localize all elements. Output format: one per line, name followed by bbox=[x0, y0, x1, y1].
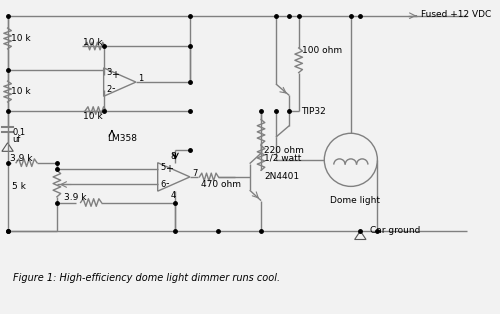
Text: 7: 7 bbox=[192, 169, 197, 178]
Text: LM358: LM358 bbox=[107, 134, 137, 143]
Text: 100 ohm: 100 ohm bbox=[302, 46, 342, 55]
Text: TIP32: TIP32 bbox=[300, 107, 326, 116]
Text: 2N4401: 2N4401 bbox=[264, 172, 299, 181]
Text: 470 ohm: 470 ohm bbox=[202, 180, 241, 189]
Text: 10 k: 10 k bbox=[84, 112, 103, 122]
Text: 3.9 k: 3.9 k bbox=[10, 154, 33, 163]
Text: 4: 4 bbox=[170, 191, 176, 200]
Text: Figure 1: High-efficiency dome light dimmer runs cool.: Figure 1: High-efficiency dome light dim… bbox=[14, 273, 280, 283]
Text: 2: 2 bbox=[106, 85, 112, 94]
Text: 10 k: 10 k bbox=[84, 37, 103, 46]
Text: Car ground: Car ground bbox=[370, 225, 420, 235]
Text: 10 k: 10 k bbox=[12, 87, 31, 96]
Text: -: - bbox=[166, 178, 169, 187]
Text: 0.1: 0.1 bbox=[12, 127, 26, 137]
Text: 8: 8 bbox=[170, 152, 176, 160]
Text: Fused +12 VDC: Fused +12 VDC bbox=[421, 10, 492, 19]
Text: 1: 1 bbox=[138, 74, 143, 83]
Text: uf: uf bbox=[12, 135, 20, 144]
Text: Dome light: Dome light bbox=[330, 196, 380, 205]
Text: -: - bbox=[111, 83, 114, 93]
Text: +: + bbox=[111, 69, 119, 79]
Text: 220 ohm: 220 ohm bbox=[264, 146, 304, 154]
Text: 1/2 watt: 1/2 watt bbox=[264, 153, 302, 162]
Text: +: + bbox=[166, 164, 173, 174]
Text: 10 k: 10 k bbox=[12, 34, 31, 43]
Text: 5 k: 5 k bbox=[12, 182, 26, 191]
Text: 6: 6 bbox=[160, 180, 166, 189]
Text: 3: 3 bbox=[106, 68, 112, 77]
Text: 5: 5 bbox=[160, 163, 166, 172]
Text: 3.9 k: 3.9 k bbox=[64, 193, 87, 202]
